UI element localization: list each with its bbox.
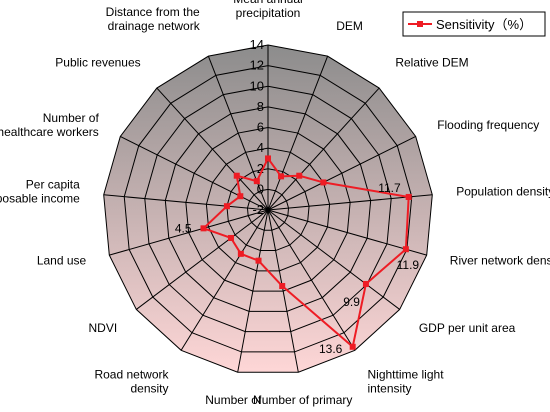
tick-label: 8	[257, 99, 264, 114]
grid-ring	[226, 168, 310, 252]
data-label: 13.6	[319, 342, 343, 356]
data-point	[255, 257, 262, 264]
data-point	[237, 193, 244, 200]
legend-series-marker	[417, 21, 423, 27]
grid-ring	[185, 126, 351, 292]
radar-spoke	[136, 209, 269, 310]
tick-label: 2	[257, 161, 264, 176]
radar-spoke	[267, 209, 400, 310]
category-label: Number of healthcare workers	[0, 111, 99, 139]
data-point	[320, 179, 327, 186]
data-point	[253, 178, 260, 185]
data-label: 9.9	[343, 295, 360, 309]
category-label: GDP per unit area	[419, 321, 516, 335]
series-line	[202, 157, 410, 348]
grid-ring	[144, 85, 392, 333]
category-label: Nighttime light intensity	[368, 368, 445, 396]
data-label: 11.7	[378, 181, 401, 195]
legend: Sensitivity（%）	[402, 11, 546, 37]
tick-label: 6	[257, 120, 264, 135]
category-label: DEM	[336, 19, 363, 33]
category-label: Relative DEM	[395, 55, 468, 69]
data-point	[278, 173, 285, 180]
grid-ring	[164, 106, 372, 312]
radar-spoke	[156, 87, 269, 211]
radar-spoke	[103, 194, 269, 211]
data-point	[296, 172, 303, 179]
tick-label: -2	[252, 202, 264, 217]
tick-label: 10	[250, 78, 264, 93]
radar-spoke	[267, 209, 427, 256]
radar-spoke	[267, 136, 416, 211]
radar-spokes	[103, 45, 433, 373]
radar-spoke	[207, 55, 269, 211]
radar-spoke	[237, 209, 269, 373]
data-point	[349, 343, 356, 350]
data-point	[223, 203, 230, 210]
data-point	[227, 234, 234, 241]
data-point	[200, 225, 207, 232]
category-label: Per capitadisposable income	[0, 178, 80, 206]
data-point	[233, 172, 240, 179]
grid-ring	[246, 188, 290, 231]
radar-spoke	[267, 87, 380, 211]
data-point	[402, 246, 409, 253]
category-label: Population density	[456, 185, 550, 199]
radar-spoke	[120, 136, 269, 211]
series-layer	[200, 155, 412, 350]
radar-grid	[103, 44, 433, 373]
category-label: Distance from the drainage network	[106, 5, 201, 33]
data-labels: 11.7 11.9 9.9 13.6 4.5	[175, 181, 420, 356]
data-label: 11.9	[397, 258, 420, 272]
legend-series-name: Sensitivity（%）	[436, 17, 532, 32]
data-point	[362, 280, 369, 287]
category-label: Public revenues	[55, 55, 140, 69]
radar-spoke	[267, 55, 329, 211]
data-point	[237, 250, 244, 257]
grid-ring	[103, 44, 433, 373]
category-label: Mean annualprecipitation	[233, 0, 302, 20]
tick-label: 12	[250, 58, 264, 73]
radar-spoke	[267, 209, 299, 373]
category-label: Number ofelderly people	[196, 393, 271, 407]
tick-label: 4	[257, 140, 264, 155]
data-point	[265, 155, 271, 162]
tick-label: 0	[257, 181, 264, 196]
category-label: NDVI	[88, 321, 117, 335]
radar-spoke	[109, 209, 269, 256]
category-label: River network density	[450, 254, 550, 268]
category-label: Flooding frequency	[437, 118, 539, 132]
data-point	[279, 283, 286, 290]
data-label: 4.5	[175, 221, 192, 235]
radar-spoke	[267, 209, 356, 351]
category-label: Land use	[37, 254, 87, 268]
radar-spoke	[180, 209, 269, 351]
grid-ring	[123, 65, 413, 353]
radial-tick-labels: -2 0 2 4 6 8 10 12 14	[250, 37, 264, 217]
category-label: Number of primaryschool students	[253, 393, 352, 407]
category-label: Road network density	[94, 368, 169, 396]
data-point	[405, 193, 412, 200]
tick-label: 14	[250, 37, 264, 52]
